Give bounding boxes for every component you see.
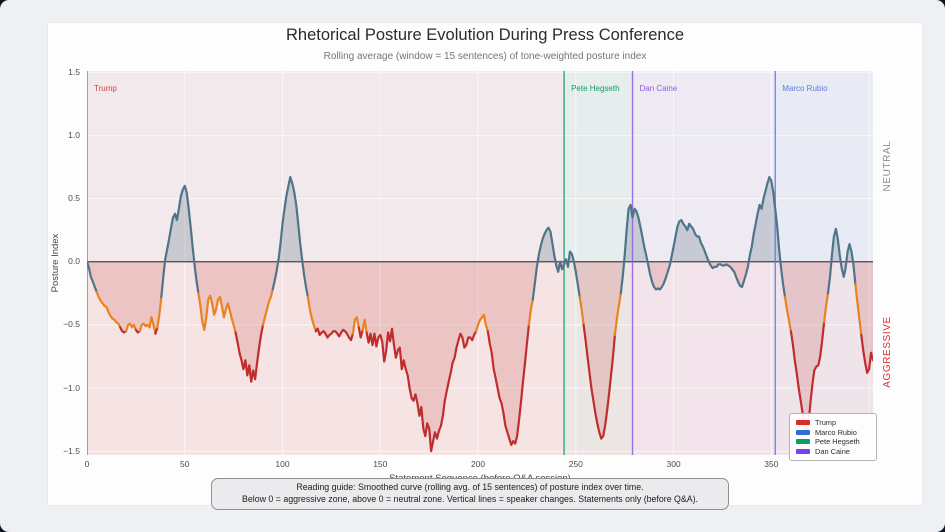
posture-curve-segment	[582, 323, 617, 440]
legend-item: Pete Hegseth	[796, 437, 870, 447]
speaker-label-dan-caine: Dan Caine	[639, 84, 678, 93]
y-tick-label: 1.5	[68, 66, 80, 77]
legend-swatch	[796, 448, 810, 454]
legend-item: Trump	[796, 418, 870, 428]
posture-curve-segment	[306, 296, 317, 333]
posture-curve-segment	[95, 291, 122, 329]
posture-curve-segment	[197, 292, 237, 334]
posture-curve-segment	[156, 296, 163, 329]
aggressive-area-fill	[87, 261, 873, 452]
posture-curve-segment	[124, 322, 138, 333]
posture-curve-segment	[234, 323, 265, 383]
reading-guide-note: Reading guide: Smoothed curve (rolling a…	[211, 478, 729, 510]
x-tick-label: 350	[764, 459, 779, 469]
legend-label: Pete Hegseth	[815, 437, 860, 447]
x-tick-label: 250	[568, 459, 583, 469]
legend-item: Dan Caine	[796, 447, 870, 457]
x-tick-label: 100	[275, 459, 290, 469]
reading-guide-line-1: Reading guide: Smoothed curve (rolling a…	[296, 482, 644, 492]
posture-curve-segment	[154, 326, 159, 335]
posture-curve-segment	[613, 292, 622, 337]
speaker-label-marco-rubio: Marco Rubio	[782, 84, 828, 93]
posture-curve-segment	[160, 184, 200, 299]
posture-curve-segment	[357, 326, 364, 339]
posture-curve-segment	[314, 327, 354, 342]
y-tick-label: 0.0	[68, 256, 80, 267]
posture-curve-segment	[119, 326, 128, 334]
y-tick-label: −1.0	[63, 382, 80, 393]
aggressive-zone	[87, 261, 873, 455]
posture-curve-segment	[87, 260, 98, 294]
posture-curve-segment	[860, 333, 873, 374]
x-tick-label: 50	[180, 459, 190, 469]
neutral-area-fill	[164, 177, 854, 262]
x-tick-label: 0	[84, 459, 90, 469]
legend-label: Dan Caine	[815, 446, 850, 456]
legend-label: Trump	[815, 418, 837, 428]
reading-guide-line-2: Below 0 = aggressive zone, above 0 = neu…	[242, 493, 698, 504]
posture-curve-segment	[578, 296, 585, 326]
posture-curve-segment	[854, 283, 863, 337]
posture-curve-segment	[783, 296, 793, 333]
legend: Trump Marco Rubio Pete Hegseth Dan Caine	[789, 413, 877, 461]
posture-curve-segment	[138, 316, 157, 335]
y-tick-label: 0.5	[68, 193, 80, 204]
legend-label: Marco Rubio	[815, 427, 857, 437]
posture-curve-segment	[365, 327, 478, 453]
x-tick-label: 200	[470, 459, 486, 469]
posture-curve-segment	[261, 288, 274, 326]
posture-curve-segment	[619, 175, 787, 299]
legend-swatch	[796, 439, 810, 445]
y-tick-label: −0.5	[63, 319, 80, 330]
posture-curve-segment	[271, 175, 309, 299]
aggressive-zone-label: AGGRESSIVE	[882, 316, 893, 388]
posture-curve-segment	[361, 318, 368, 334]
posture-curve-segment	[486, 323, 530, 446]
legend-item: Marco Rubio	[796, 428, 870, 438]
legend-swatch	[796, 429, 810, 435]
posture-curve-segment	[822, 292, 830, 324]
legend-swatch	[796, 420, 810, 426]
speaker-label-pete-hegseth: Pete Hegseth	[571, 84, 620, 93]
plot-area	[87, 71, 873, 455]
posture-curve-segment	[351, 316, 360, 335]
y-tick-label: 1.0	[68, 129, 80, 140]
chart-subtitle: Rolling average (window = 15 sentences) …	[323, 51, 647, 62]
x-tick-label: 150	[373, 459, 388, 469]
y-tick-label: −1.5	[63, 445, 80, 456]
figure-card	[47, 22, 923, 506]
posture-curve-segment	[531, 226, 581, 301]
posture-curve-segment	[475, 313, 489, 333]
speaker-label-trump: Trump	[94, 84, 117, 93]
posture-curve-segment	[826, 227, 857, 295]
neutral-zone	[87, 71, 873, 262]
posture-chart-svg	[87, 71, 873, 455]
chart-title: Rhetorical Posture Evolution During Pres…	[285, 26, 685, 44]
neutral-zone-label: NEUTRAL	[882, 140, 893, 192]
posture-curve-segment	[527, 298, 534, 326]
x-tick-label: 300	[666, 459, 681, 469]
